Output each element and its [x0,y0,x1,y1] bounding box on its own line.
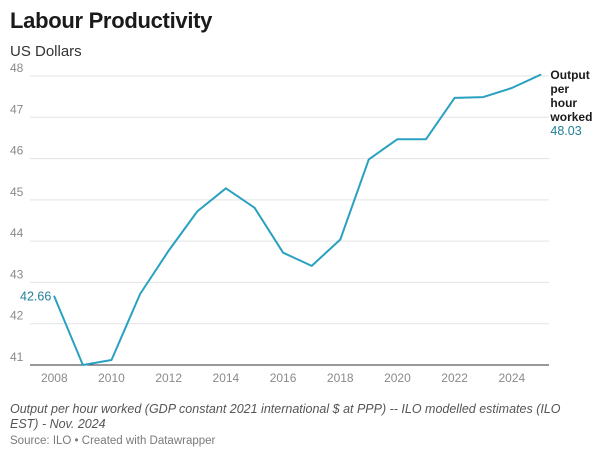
y-tick-label: 43 [10,267,24,281]
x-tick-label: 2022 [441,371,468,385]
line-chart: 41 42 43 44 45 46 47 48 2008 2010 2012 2014 2016 201… [10,61,592,385]
x-tick-label: 2016 [270,371,297,385]
chart-note: Output per hour worked (GDP constant 202… [10,402,561,431]
y-tick-label: 44 [10,226,24,240]
y-tick-label: 42 [10,309,24,323]
series-name-label: Output [550,68,589,82]
y-tick-label: 47 [10,102,24,116]
y-axis-ticks: 41 42 43 44 45 46 47 48 [10,61,24,364]
x-tick-label: 2018 [327,371,354,385]
series-name-label: worked [549,110,592,124]
x-tick-label: 2010 [98,371,125,385]
series-line [53,73,542,366]
x-axis-ticks: 2008 2010 2012 2014 2016 2018 2020 2022 2024 [41,371,526,385]
start-value-label: 42.66 [20,289,51,303]
chart-title: Labour Productivity [10,8,213,33]
y-tick-label: 41 [10,350,24,364]
x-tick-label: 2012 [155,371,182,385]
chart-subtitle: US Dollars [10,43,82,60]
series-name-label: hour [550,96,577,110]
series-group [53,73,542,366]
y-tick-label: 46 [10,144,24,158]
source-credit: Source: ILO • Created with Datawrapper [10,435,216,447]
end-value-label: 48.03 [550,124,581,138]
x-tick-label: 2014 [213,371,240,385]
x-tick-label: 2024 [498,371,525,385]
y-tick-label: 45 [10,185,24,199]
series-name-label: per [550,82,569,96]
x-tick-label: 2008 [41,371,68,385]
gridlines [30,75,549,366]
y-tick-label: 48 [10,61,24,75]
x-tick-label: 2020 [384,371,411,385]
